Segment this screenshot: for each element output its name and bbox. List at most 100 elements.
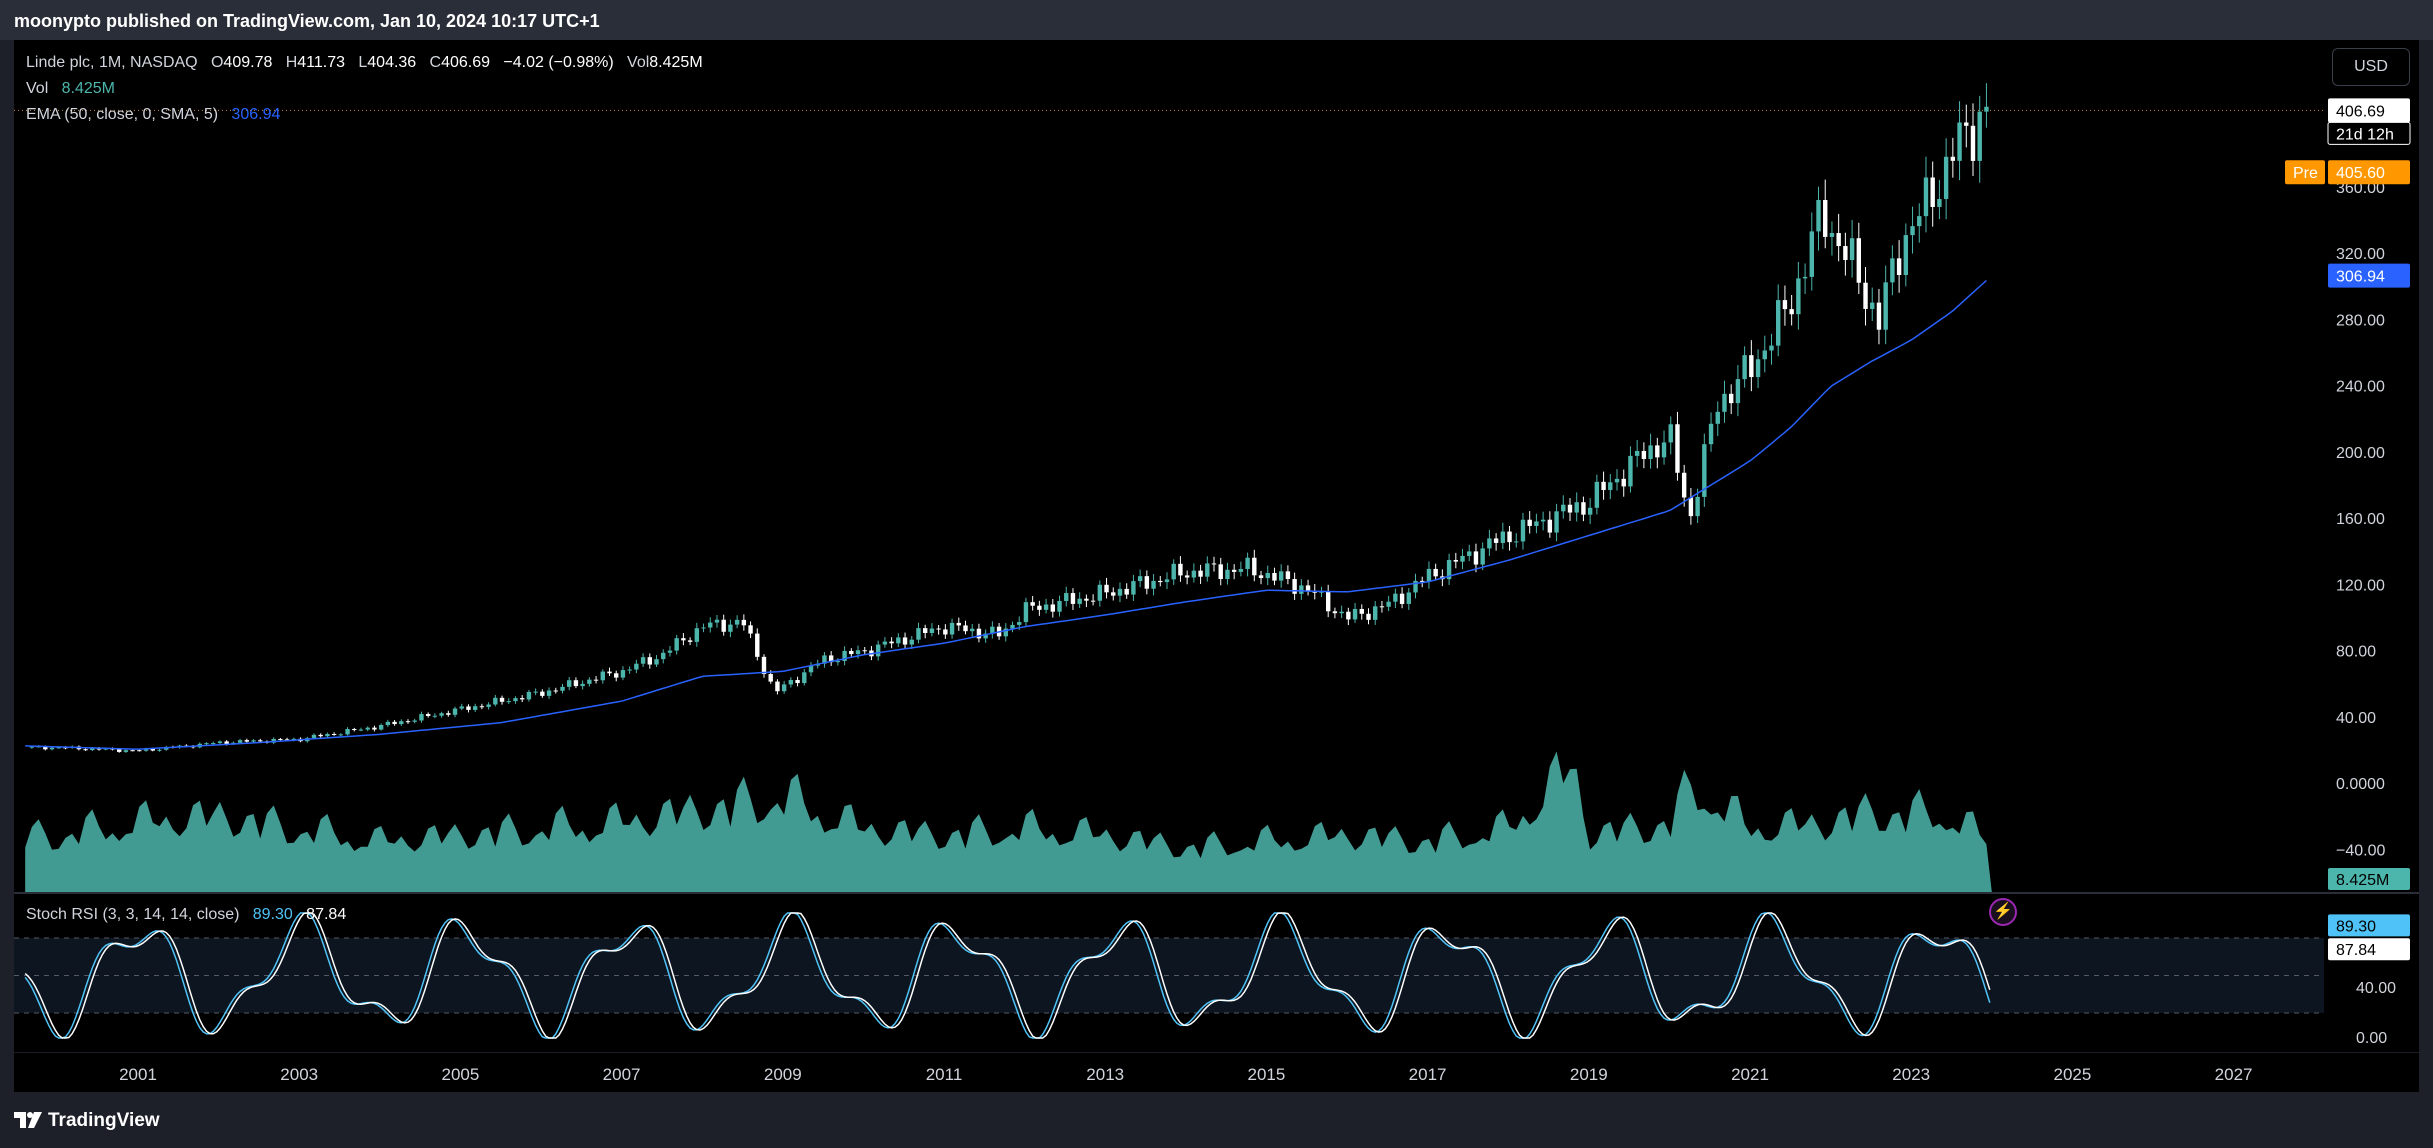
candle [614,670,619,682]
volume-legend[interactable]: Vol 8.425M [26,80,115,98]
candle-body [573,680,579,687]
candle [902,632,908,650]
candle-body [1769,345,1774,351]
countdown-tag-bg [2327,121,2411,145]
candle-body [600,671,605,681]
candle [1446,553,1452,585]
candle [1346,607,1351,626]
candle [1614,469,1620,491]
candle-body [405,721,411,723]
chart-canvas[interactable]: 360.00320.00280.00240.00200.00160.00120.… [14,40,2419,1092]
candle-body [1890,258,1895,283]
candle [1070,588,1076,610]
candle-body [1527,519,1532,526]
chart-panel[interactable]: 360.00 320.00 280.00 240.00 200.00 160.00 120.… [14,40,2419,1092]
candle [1849,219,1855,278]
candle [1077,592,1082,608]
candle-body [1406,592,1411,604]
candle [1124,583,1129,599]
candle [1339,605,1344,619]
candle-body [29,746,35,748]
candle-body [56,747,61,749]
candle [1151,574,1156,596]
candle-body [1561,504,1566,512]
stoch-k-line [24,912,1991,1039]
open-value: 409.78 [223,54,273,71]
stoch-rsi-legend[interactable]: Stoch RSI (3, 3, 14, 14, close) 89.30 87… [26,906,346,924]
candle-body [472,706,478,710]
candle-body [654,659,659,665]
candle [519,695,525,703]
candle-body [96,748,102,750]
candle [1561,495,1566,519]
ema-price-tag: 306.94 [2328,263,2410,288]
candle-body [1064,593,1069,601]
candle [1514,533,1519,548]
candle-body [1460,555,1465,562]
high-value: 411.73 [297,54,346,71]
candle-body [1420,580,1425,582]
candle [1507,525,1512,551]
stoch-d-line [24,912,1991,1039]
candle [714,615,720,628]
tradingview-brand[interactable]: TradingView [48,1110,160,1131]
candle-body [1514,541,1519,543]
candle-body [1043,604,1049,610]
candle-body [1332,611,1338,614]
candle-body [1581,502,1586,515]
time-axis-label: 2025 [2053,1065,2091,1084]
candle-body [1467,551,1472,556]
candle-body [1903,235,1909,276]
ema-legend[interactable]: EMA (50, close, 0, SMA, 5) 306.94 [26,106,280,124]
candle-body [647,657,653,665]
candle-body [63,747,68,749]
candle-body [1876,302,1882,330]
candle [392,720,397,726]
candle [734,615,740,629]
candle-body [580,683,585,687]
candle [1527,511,1532,534]
low-label: L [358,54,368,71]
lightning-icon[interactable]: ⚡ [1989,898,2017,926]
currency-button[interactable]: USD [2332,48,2410,86]
stoch-rsi-k-value: 89.30 [252,906,293,923]
candle [755,628,760,661]
candle [1796,261,1801,330]
candle [1090,594,1096,606]
pre-market-label-text: Pre [2293,165,2318,182]
candle [1896,240,1902,293]
candle [1299,579,1304,600]
candle [1084,594,1089,608]
candle-body [1608,482,1613,491]
candle-body [1943,156,1949,199]
candle-body [1050,604,1056,612]
candle-body [103,748,108,750]
candle-body [781,684,787,692]
candle [1715,401,1720,436]
candle [1245,552,1250,577]
candle [1688,487,1694,525]
candle-body [1688,497,1694,517]
candle [1829,221,1835,256]
volume-tag-bg [2328,868,2410,890]
candle [405,719,411,724]
symbol-legend[interactable]: Linde plc, 1M, NASDAQ O409.78 H411.73 L4… [26,54,703,72]
candle-body [922,628,928,633]
candle-body [486,704,491,707]
candle-body [875,644,881,657]
symbol-name[interactable]: Linde plc, 1M, NASDAQ [26,54,198,71]
stoch-rsi-label[interactable]: Stoch RSI (3, 3, 14, 14, close) [26,906,240,923]
candle [1131,574,1136,601]
candle-body [1755,359,1761,378]
candle-body [1950,156,1956,161]
candle-body [466,706,471,710]
volume-indicator-label[interactable]: Vol [26,80,49,97]
candle [1231,564,1237,580]
candle-body [970,628,975,632]
candle [1728,384,1734,414]
candle [493,694,498,707]
candle [983,629,988,643]
pre-market-tag-bg [2328,160,2410,185]
price-axis-label: 160.00 [2336,511,2385,528]
ema-label[interactable]: EMA (50, close, 0, SMA, 5) [26,106,219,123]
